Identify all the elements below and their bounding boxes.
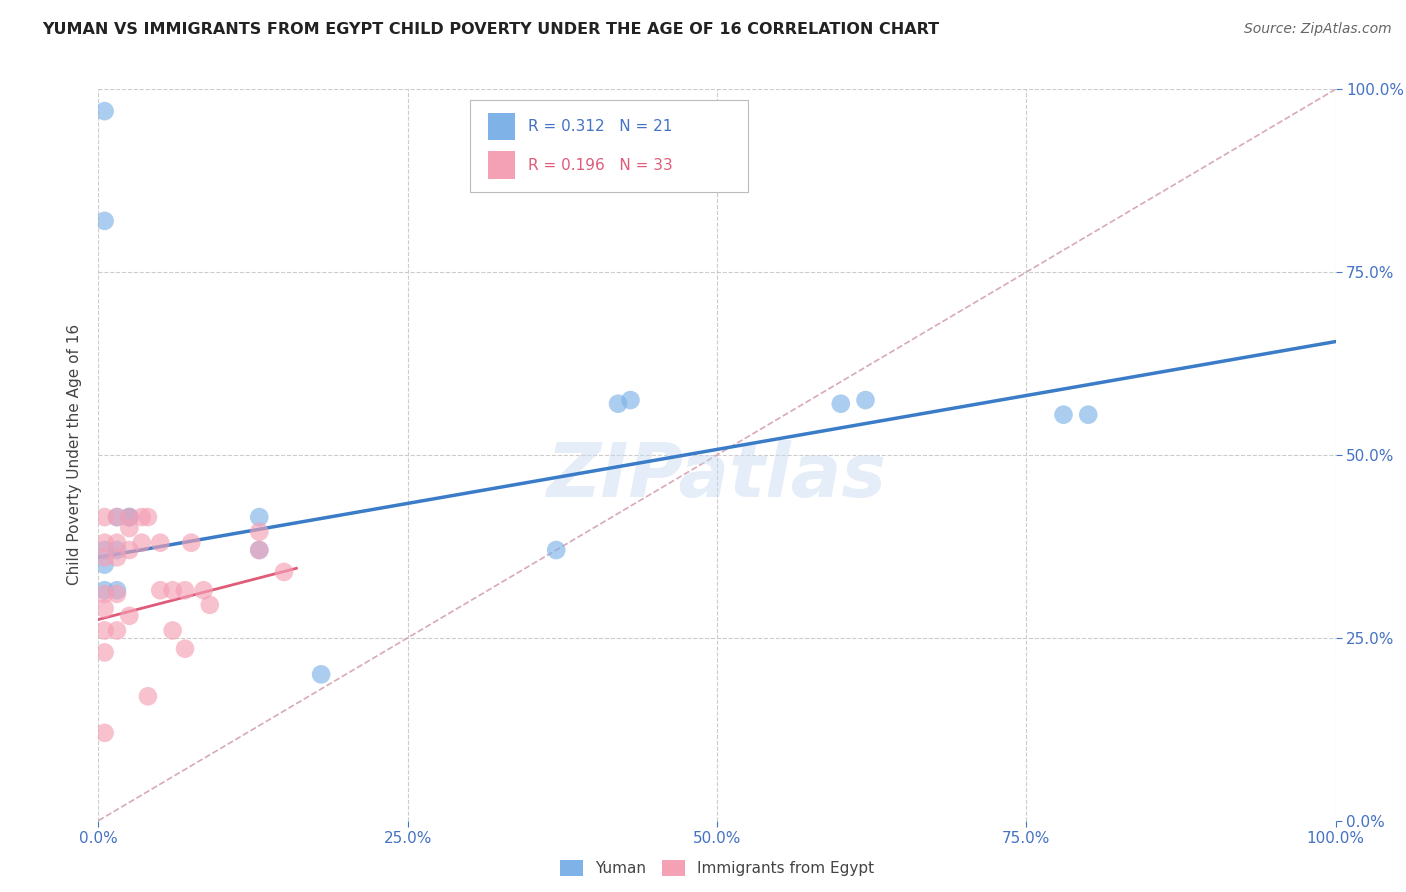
Point — [174, 583, 197, 598]
Point — [105, 624, 128, 638]
Point — [131, 510, 153, 524]
Point — [93, 601, 115, 615]
Point — [105, 550, 128, 565]
Point — [162, 583, 184, 598]
Point — [855, 393, 877, 408]
Point — [118, 521, 141, 535]
Point — [105, 510, 128, 524]
Point — [162, 624, 184, 638]
Point — [136, 690, 159, 704]
Point — [136, 510, 159, 524]
Y-axis label: Child Poverty Under the Age of 16: Child Poverty Under the Age of 16 — [67, 325, 83, 585]
Point — [1052, 408, 1074, 422]
Text: R = 0.196   N = 33: R = 0.196 N = 33 — [527, 158, 672, 173]
Point — [1077, 408, 1099, 422]
Point — [93, 645, 115, 659]
Point — [93, 214, 115, 228]
Point — [273, 565, 295, 579]
Point — [93, 550, 115, 565]
Point — [131, 535, 153, 549]
Point — [193, 583, 215, 598]
Point — [198, 598, 221, 612]
Bar — [488, 112, 516, 140]
Point — [607, 397, 630, 411]
Point — [93, 726, 115, 740]
Point — [93, 543, 115, 558]
Point — [247, 510, 270, 524]
Text: Source: ZipAtlas.com: Source: ZipAtlas.com — [1244, 22, 1392, 37]
Point — [118, 510, 141, 524]
Point — [149, 535, 172, 549]
Text: ZIPatlas: ZIPatlas — [547, 441, 887, 514]
Point — [93, 535, 115, 549]
Bar — [488, 152, 516, 179]
Text: YUMAN VS IMMIGRANTS FROM EGYPT CHILD POVERTY UNDER THE AGE OF 16 CORRELATION CHA: YUMAN VS IMMIGRANTS FROM EGYPT CHILD POV… — [42, 22, 939, 37]
Point — [149, 583, 172, 598]
Point — [118, 510, 141, 524]
Point — [105, 587, 128, 601]
Point — [830, 397, 852, 411]
Point — [93, 104, 115, 119]
Point — [93, 510, 115, 524]
Point — [533, 104, 555, 119]
Point — [105, 543, 128, 558]
FancyBboxPatch shape — [470, 100, 748, 192]
Point — [247, 543, 270, 558]
Point — [93, 583, 115, 598]
Point — [309, 667, 332, 681]
Point — [118, 510, 141, 524]
Legend: Yuman, Immigrants from Egypt: Yuman, Immigrants from Egypt — [554, 855, 880, 882]
Point — [247, 524, 270, 539]
Point — [118, 543, 141, 558]
Text: R = 0.312   N = 21: R = 0.312 N = 21 — [527, 119, 672, 134]
Point — [105, 535, 128, 549]
Point — [93, 624, 115, 638]
Point — [105, 510, 128, 524]
Point — [546, 543, 568, 558]
Point — [93, 558, 115, 572]
Point — [619, 393, 641, 408]
Point — [247, 543, 270, 558]
Point — [118, 608, 141, 623]
Point — [174, 641, 197, 656]
Point — [93, 587, 115, 601]
Point — [180, 535, 202, 549]
Point — [105, 583, 128, 598]
